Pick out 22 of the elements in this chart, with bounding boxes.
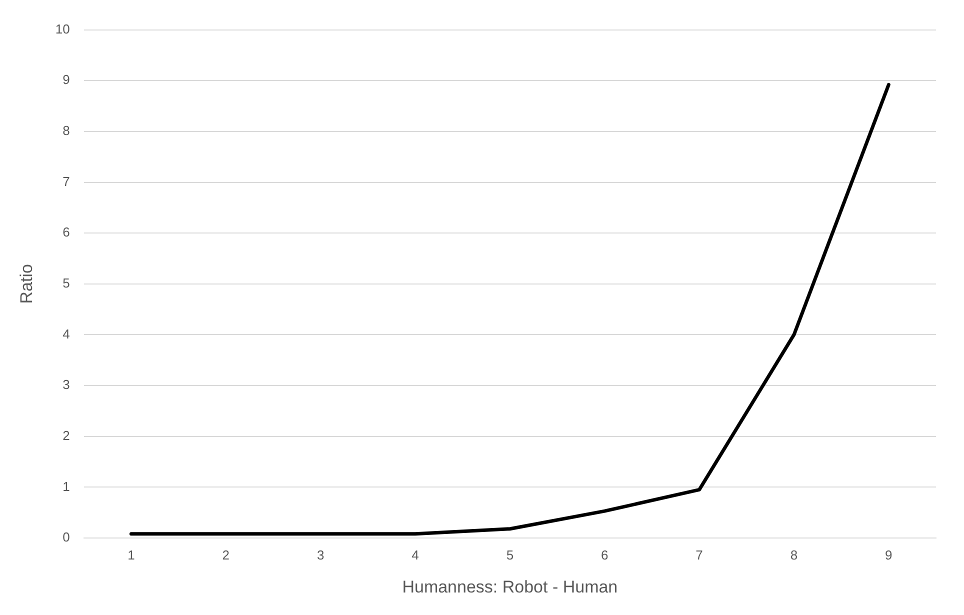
y-tick-label: 5: [62, 275, 70, 290]
y-axis-title: Ratio: [16, 264, 36, 304]
x-tick-label: 8: [790, 547, 798, 562]
y-tick-label: 6: [62, 224, 70, 240]
x-tick-label: 7: [696, 547, 703, 562]
y-tick-label: 9: [62, 72, 70, 88]
y-tick-label: 3: [62, 377, 70, 392]
x-tick-label: 1: [128, 547, 135, 562]
x-axis-title: Humanness: Robot - Human: [402, 577, 618, 596]
y-tick-label: 8: [62, 123, 70, 138]
y-tick-label: 4: [62, 326, 70, 342]
x-tick-label: 5: [506, 547, 514, 562]
x-tick-label: 2: [222, 547, 230, 562]
x-tick-label: 9: [885, 547, 892, 562]
y-tick-label: 2: [62, 428, 70, 443]
y-tick-label: 0: [62, 530, 70, 545]
y-tick-label: 10: [55, 21, 70, 36]
y-tick-label: 7: [62, 174, 70, 189]
x-tick-label: 3: [316, 547, 324, 562]
x-tick-label: 6: [600, 547, 608, 562]
y-tick-label: 1: [62, 478, 70, 494]
x-tick-label: 4: [412, 547, 419, 562]
